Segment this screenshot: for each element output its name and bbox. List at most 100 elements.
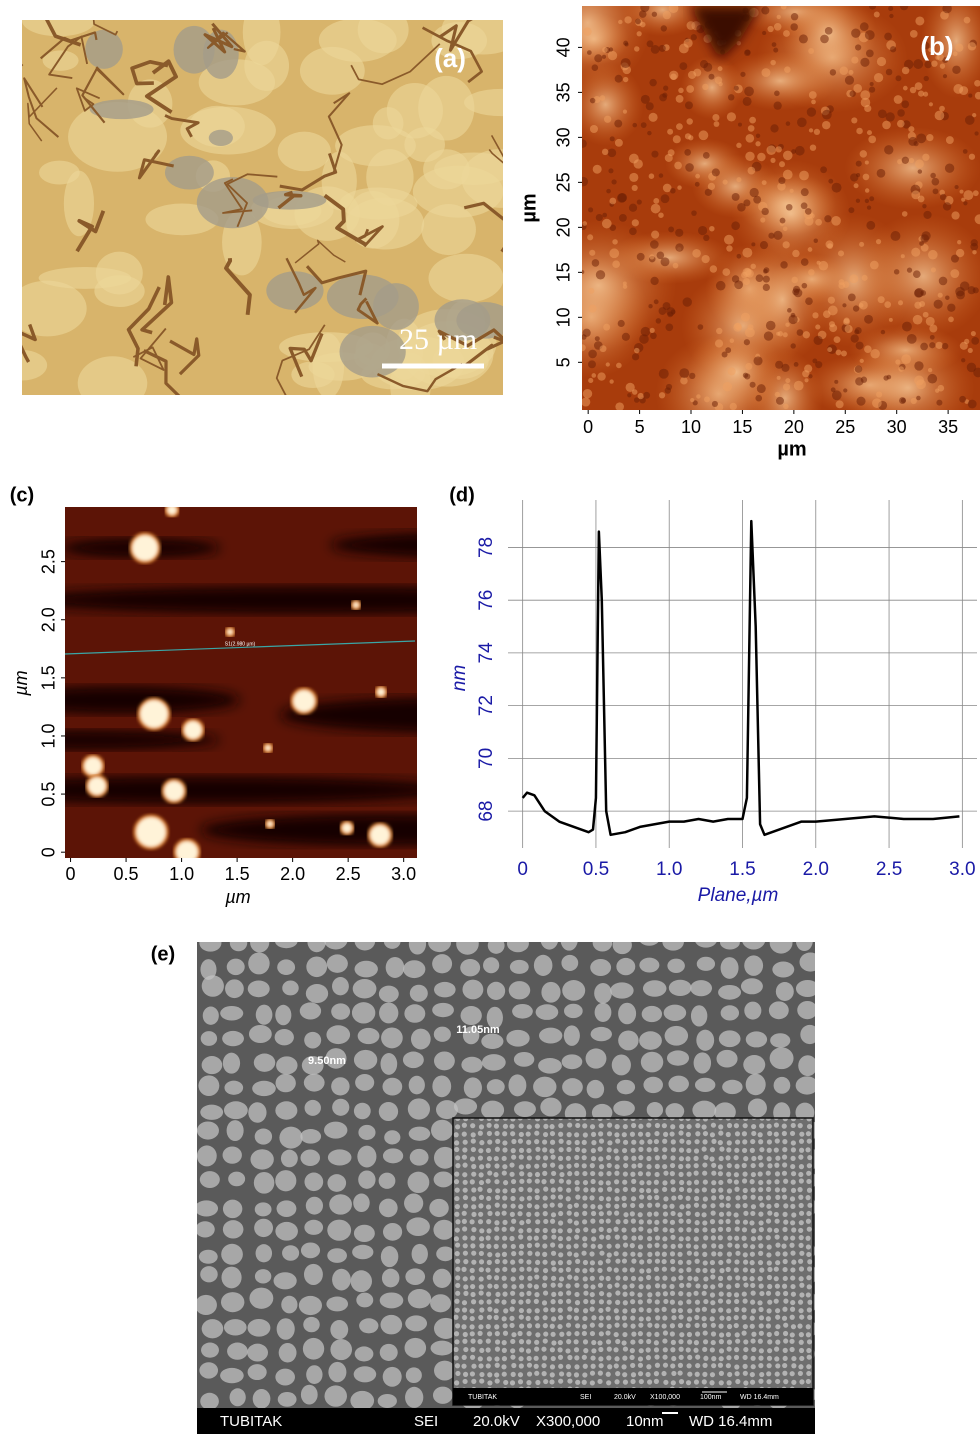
- grain: [782, 1363, 787, 1368]
- grain: [276, 1056, 297, 1074]
- grain: [776, 146, 782, 152]
- grain: [796, 1076, 819, 1094]
- grain: [743, 1211, 748, 1216]
- grain: [632, 219, 639, 226]
- grain: [806, 1324, 811, 1329]
- grain: [743, 1156, 748, 1161]
- grain: [909, 158, 914, 163]
- grain: [662, 933, 684, 950]
- grain: [494, 1124, 499, 1129]
- grain: [915, 159, 924, 168]
- grain: [495, 1378, 500, 1383]
- grain: [783, 1299, 788, 1304]
- grain: [647, 1252, 652, 1257]
- grain: [670, 1323, 675, 1328]
- grain: [534, 1356, 539, 1361]
- grain: [884, 33, 892, 41]
- grain: [463, 1259, 468, 1264]
- grain: [741, 313, 750, 322]
- grain: [748, 324, 754, 330]
- grain: [751, 1332, 756, 1337]
- grain: [940, 64, 945, 69]
- grain: [805, 1147, 810, 1152]
- grain: [511, 1155, 516, 1160]
- grain: [782, 1131, 787, 1136]
- grain: [860, 359, 864, 363]
- grain: [969, 154, 975, 160]
- grain: [686, 1299, 691, 1304]
- grain: [566, 1323, 571, 1328]
- grain: [695, 174, 700, 179]
- grain: [758, 1180, 763, 1185]
- grain: [849, 274, 858, 283]
- grain: [897, 109, 904, 116]
- grain: [783, 1331, 788, 1336]
- grain: [632, 185, 638, 191]
- grain: [782, 1162, 787, 1167]
- grain: [526, 1331, 531, 1336]
- grain: [566, 1196, 571, 1201]
- grain: [494, 1284, 499, 1289]
- grain: [658, 212, 664, 218]
- grain: [679, 1148, 684, 1153]
- grain: [743, 1364, 748, 1369]
- grain: [659, 392, 665, 398]
- grain: [502, 1348, 507, 1353]
- grain: [596, 214, 603, 221]
- grain: [519, 1314, 524, 1319]
- grain: [743, 1299, 748, 1304]
- grain: [406, 1367, 422, 1383]
- grain: [486, 1292, 491, 1297]
- grain: [794, 381, 804, 391]
- grain: [590, 1171, 595, 1176]
- grain: [947, 304, 955, 312]
- info-text: TUBITAK: [220, 1413, 282, 1430]
- grain: [657, 252, 665, 260]
- grain: [758, 1132, 763, 1137]
- grain: [527, 1196, 532, 1201]
- grain: [711, 1123, 716, 1128]
- grain: [735, 1244, 740, 1249]
- grain: [963, 190, 973, 200]
- grain: [722, 1080, 742, 1094]
- grain: [223, 1146, 242, 1163]
- grain: [910, 30, 918, 38]
- grain: [828, 179, 833, 184]
- grain: [463, 1332, 468, 1337]
- grain: [582, 1324, 587, 1329]
- grain: [965, 115, 975, 125]
- grain: [718, 1307, 723, 1312]
- x-tick-label: 0.5: [583, 859, 609, 880]
- grain: [785, 322, 789, 326]
- grain: [734, 323, 741, 330]
- grain: [479, 1172, 484, 1177]
- grain: [509, 1172, 514, 1177]
- grain: [495, 1188, 500, 1193]
- grain: [740, 72, 745, 77]
- grain: [575, 1300, 580, 1305]
- grain: [487, 982, 505, 1000]
- grain: [734, 1307, 739, 1312]
- grain: [806, 1379, 811, 1384]
- grain: [279, 1343, 297, 1362]
- grain: [567, 1260, 572, 1265]
- grain: [478, 1315, 483, 1320]
- grain: [277, 1200, 297, 1217]
- grain: [711, 1195, 716, 1200]
- grain: [550, 1347, 555, 1352]
- grain: [567, 1228, 572, 1233]
- grain: [685, 1156, 690, 1161]
- grain: [654, 1211, 659, 1216]
- grain: [479, 1290, 484, 1295]
- grain: [757, 384, 766, 393]
- grain: [772, 962, 794, 978]
- grain: [616, 958, 635, 975]
- grain: [791, 1356, 796, 1361]
- grain: [506, 1030, 529, 1047]
- grain: [306, 1365, 322, 1384]
- grain: [599, 1234, 604, 1239]
- grain: [865, 30, 875, 40]
- grain: [386, 957, 405, 978]
- grain: [654, 1308, 659, 1313]
- grain: [582, 1372, 587, 1377]
